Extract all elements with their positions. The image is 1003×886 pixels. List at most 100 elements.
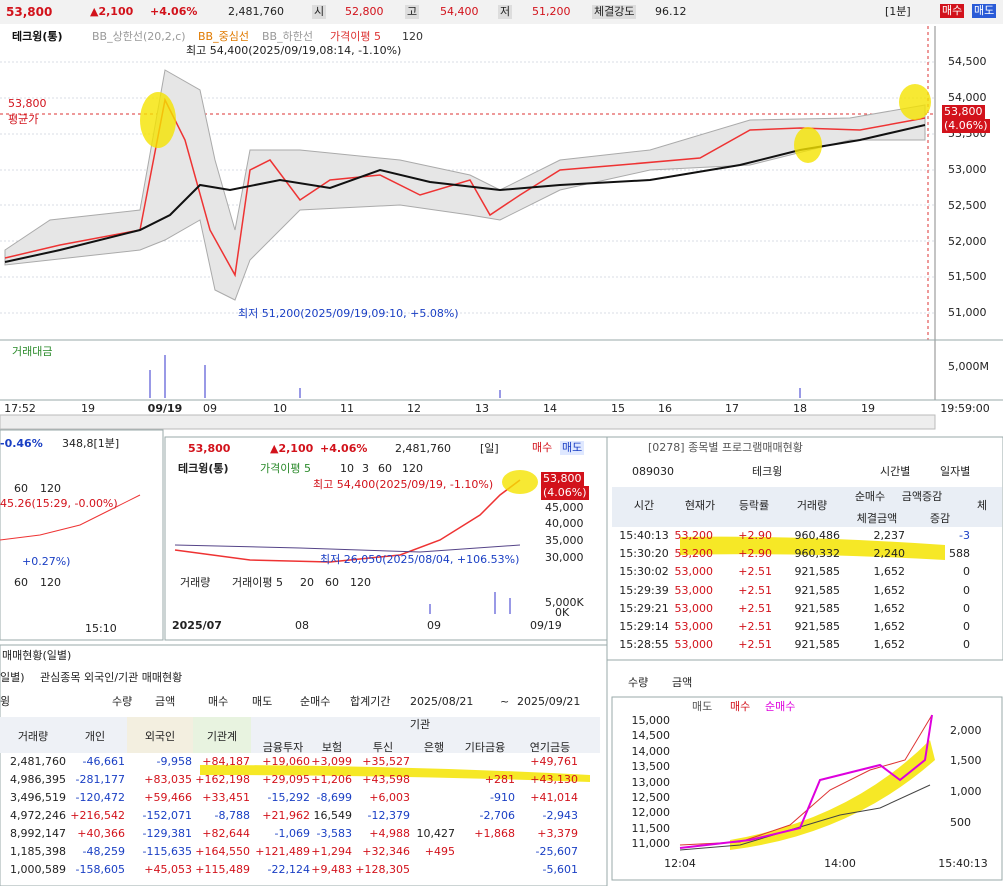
radio[interactable]: 수량 (628, 676, 649, 689)
cell: 16,549 (313, 809, 353, 822)
legend-item: 테크윙(통) (12, 30, 63, 43)
cell: -120,472 (75, 791, 125, 804)
label: 60 (14, 482, 28, 495)
y-tick-label: 45,000 (545, 501, 584, 514)
radio[interactable]: 금액 (155, 695, 176, 708)
cell: 53,200 (674, 529, 714, 542)
cell: +21,962 (262, 809, 310, 822)
x-tick-label: 19:59:00 (940, 402, 990, 415)
column-header: 거래량 (17, 730, 49, 743)
highlights (140, 84, 931, 163)
radio[interactable]: 일자별 (940, 465, 971, 478)
y-tick-label: 14,500 (631, 729, 671, 743)
radio[interactable]: 순매수 (300, 695, 331, 708)
column-header: 보험 (321, 741, 343, 754)
cell: +3,379 (537, 827, 578, 840)
x-tick-label: 09 (203, 402, 217, 415)
radio[interactable]: 금액 (672, 676, 693, 689)
y-tick-label: 12,500 (631, 791, 671, 804)
label[interactable]: 2025/08/21 (410, 695, 474, 708)
x-tick-label: 12 (407, 402, 421, 415)
cell: 0 (963, 620, 970, 633)
cell: -910 (490, 791, 515, 804)
cell: 53,200 (674, 547, 714, 561)
tab[interactable]: 일별) (0, 671, 25, 684)
cell: +2.51 (738, 638, 772, 652)
header-cell (127, 717, 193, 753)
label: 평균가 (8, 113, 39, 126)
column-header: 증감 (929, 512, 951, 525)
label[interactable]: 2025/09/21 (517, 695, 581, 708)
cell: +29,095 (262, 773, 310, 786)
cell: +43,598 (362, 773, 410, 786)
tab[interactable]: 관심종목 외국인/기관 매매현황 (40, 671, 183, 684)
code-input[interactable]: 089030 (632, 465, 674, 478)
radio[interactable]: 시간별 (880, 465, 911, 478)
y-tick-label: 13,500 (631, 760, 671, 774)
label: 고 (405, 5, 420, 19)
cell: +41,014 (530, 791, 578, 804)
x-tick-label: 15:40:13 (938, 857, 988, 870)
label: (4.06%) (541, 486, 589, 500)
label: -0.46% (0, 437, 43, 450)
legend-item: 20 (300, 576, 314, 589)
y-tick-label: 14,000 (631, 744, 671, 758)
cell: -2,706 (479, 809, 515, 822)
sell-button[interactable]: 매도 (560, 441, 585, 455)
column-header: 현재가 (684, 499, 716, 512)
daily-line (174, 479, 521, 563)
cell: -8,788 (214, 809, 250, 822)
sell-button[interactable]: 매도 (972, 4, 997, 18)
scrollbar[interactable] (0, 414, 936, 430)
cell: +115,489 (195, 863, 250, 876)
cell: 3,496,519 (10, 791, 66, 804)
cell: +1,294 (311, 845, 352, 858)
label: 53,800 (6, 5, 53, 19)
trades-frame (0, 644, 608, 886)
radio[interactable]: 매수 (208, 695, 229, 708)
column-header: 개인 (84, 730, 106, 743)
cell: 921,585 (794, 620, 841, 633)
buy-button[interactable]: 매수 (530, 441, 555, 455)
legend-item: 120 (350, 576, 371, 589)
cell: -3,583 (316, 827, 352, 840)
y-tick-label: 1,500 (950, 754, 982, 767)
y-tick-label: 2,000 (950, 724, 982, 737)
label: [일] (480, 442, 499, 455)
label: 54,400 (440, 5, 479, 18)
highlight (730, 740, 935, 850)
cell: 2,481,760 (10, 755, 66, 768)
cell: +2.51 (738, 565, 772, 579)
label[interactable]: 테크윙 (752, 465, 783, 478)
label: 윙 (0, 695, 11, 708)
cell: 0 (963, 583, 970, 597)
cell: +1,868 (474, 827, 515, 840)
cell: 53,000 (674, 620, 714, 633)
sell-line (679, 784, 931, 851)
cell: 1,652 (873, 601, 906, 615)
radio[interactable]: 매도 (252, 695, 273, 708)
column-header: 시간 (633, 499, 655, 512)
cell: 2,240 (873, 547, 906, 561)
cell: +83,035 (144, 773, 192, 786)
trades-header-bg (0, 717, 600, 753)
label: 53,800 (942, 105, 985, 119)
cell: +6,003 (369, 791, 410, 804)
buy-button[interactable]: 매수 (940, 4, 965, 18)
column-header: 체결금액 (856, 512, 898, 525)
cell: +162,198 (195, 773, 250, 786)
column-header: 순매수 (854, 490, 886, 503)
label: 53,800 (541, 472, 584, 486)
y-tick-label: 15,000 (631, 714, 671, 727)
label: 52,800 (345, 5, 384, 18)
cell: 1,652 (873, 565, 906, 579)
cell: +2.51 (738, 583, 772, 597)
program-frame (606, 436, 1003, 661)
cell: -115,635 (142, 845, 192, 858)
y-tick-label: 500 (950, 816, 971, 829)
x-tick-label: 15 (611, 402, 625, 415)
radio[interactable]: 수량 (112, 695, 133, 708)
cell: 0 (963, 638, 970, 652)
legend-item: 가격이평 5 (330, 30, 381, 43)
cell: -1,069 (274, 827, 310, 840)
